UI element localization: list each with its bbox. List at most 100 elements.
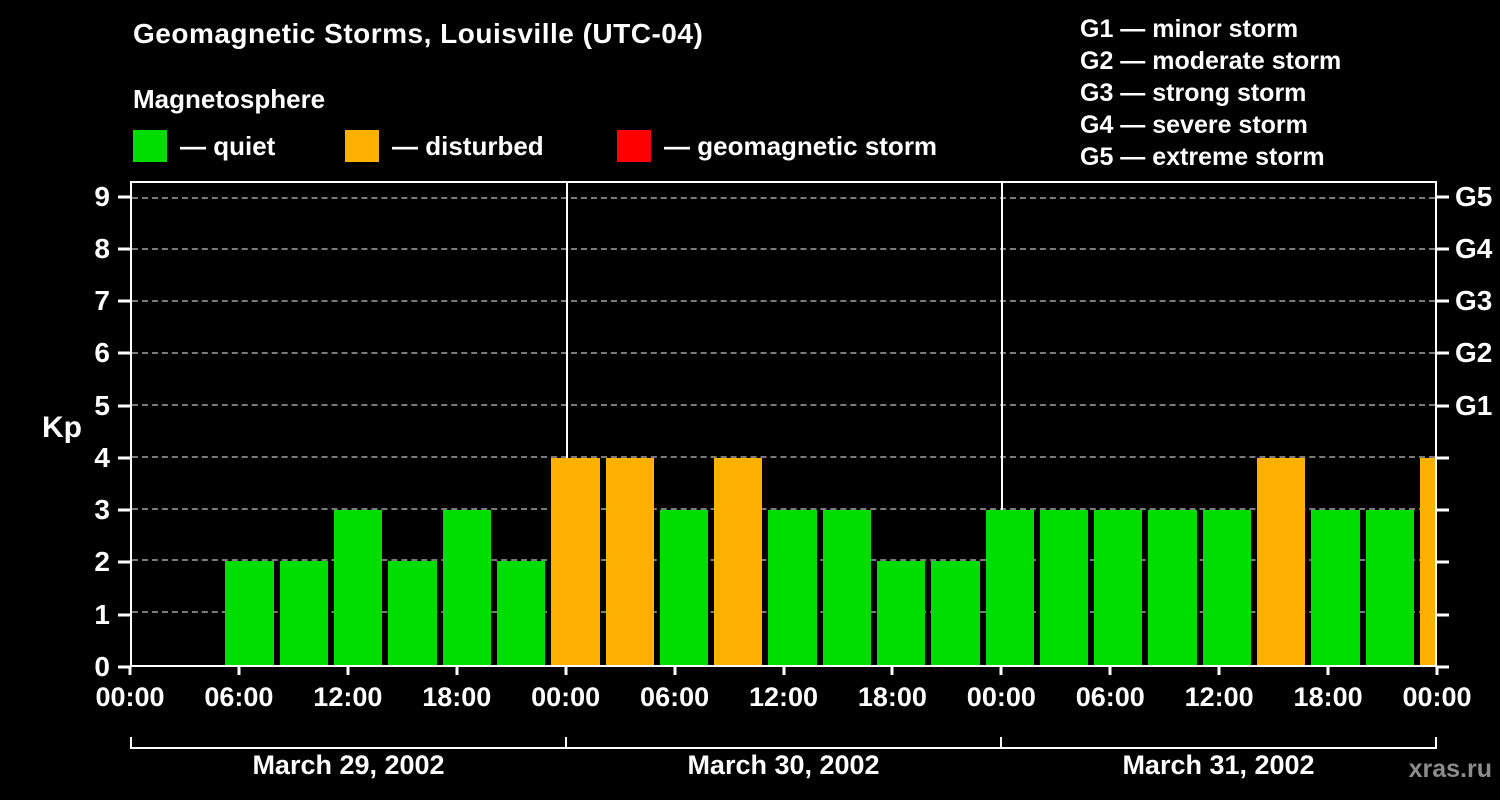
page-title: Geomagnetic Storms, Louisville (UTC-04) — [133, 18, 704, 49]
x-axis-label: 06:00 — [204, 682, 274, 712]
gridline-kp-3 — [132, 507, 1435, 510]
x-axis-tick — [564, 667, 568, 675]
g-axis-label: G2 — [1455, 337, 1493, 369]
g-axis-label: G5 — [1455, 180, 1493, 212]
plot-area — [130, 181, 1437, 667]
x-axis-tick — [673, 667, 677, 675]
g-scale-legend: G1 — minor storm G2 — moderate storm G3 — … — [1080, 13, 1341, 173]
watermark: xras.ru — [1408, 755, 1492, 783]
y-axis-label: 0 — [94, 651, 110, 682]
y-axis-tick-right — [1437, 560, 1449, 564]
kp-bar — [1365, 509, 1414, 665]
y-axis-tick-left — [118, 508, 130, 512]
y-axis-tick-right — [1437, 299, 1449, 303]
y-axis-tick-left — [118, 351, 130, 355]
kp-bar — [876, 561, 926, 665]
x-axis-tick — [890, 667, 894, 675]
kp-bar — [1148, 509, 1197, 665]
kp-bar — [225, 561, 274, 665]
gridline-kp-8 — [132, 248, 1435, 251]
x-axis-ticks — [128, 667, 1439, 677]
kp-bar — [496, 561, 546, 665]
day-segment: March 31, 2002 — [1000, 737, 1435, 780]
chart-area: Kp 0 1 2 3 4 5 6 7 8 9 G1 G2 G3 G4 G5 — [0, 180, 1500, 681]
storm-color-swatch — [617, 130, 651, 162]
x-axis-label: 06:00 — [640, 682, 710, 712]
y-axis-label: 8 — [94, 232, 110, 264]
x-axis-tick — [782, 667, 785, 675]
kp-bar — [659, 509, 709, 665]
kp-bar — [714, 457, 763, 665]
x-axis-tick — [1217, 667, 1221, 675]
g-axis-label: G4 — [1455, 232, 1493, 264]
x-axis-label: 12:00 — [313, 682, 383, 712]
x-axis-tick — [1435, 667, 1439, 675]
kp-bar — [605, 457, 654, 665]
y-axis-tick-left — [118, 404, 130, 408]
g-scale-legend-item: G5 — extreme storm — [1080, 143, 1325, 171]
gridline-kp-4 — [132, 455, 1435, 458]
day-label: March 29, 2002 — [252, 750, 445, 780]
y-axis-label: 5 — [94, 389, 110, 421]
x-axis-label: 00:00 — [1402, 682, 1472, 712]
y-axis-tick-right — [1437, 665, 1449, 669]
y-axis-label: 9 — [94, 180, 110, 212]
kp-bar — [1094, 509, 1143, 665]
x-axis-label: 06:00 — [1075, 682, 1145, 712]
g-scale-legend-item: G3 — strong storm — [1080, 79, 1307, 107]
y-axis-tick-right — [1437, 404, 1449, 408]
day-label: March 31, 2002 — [1122, 750, 1315, 780]
day-segment: March 29, 2002 — [130, 737, 565, 780]
x-axis-label: 00:00 — [95, 682, 165, 712]
y-axis-label: 6 — [94, 337, 110, 369]
g-scale-legend-item: G4 — severe storm — [1080, 111, 1308, 139]
x-axis-label: 18:00 — [857, 682, 927, 712]
day-boundary-line — [566, 183, 569, 665]
y-axis-label: 3 — [94, 494, 110, 526]
quiet-label: — quiet — [180, 130, 276, 161]
y-axis-tick-right — [1437, 613, 1449, 617]
x-axis-label: 00:00 — [531, 682, 601, 712]
y-axis-tick-left — [118, 560, 130, 564]
x-axis-label: 00:00 — [966, 682, 1036, 712]
magnetosphere-label: Magnetosphere — [133, 84, 326, 114]
x-axis-tick — [1108, 667, 1112, 675]
y-axis-label: 4 — [94, 441, 110, 473]
kp-bar — [931, 561, 980, 665]
gridline-kp-9 — [132, 196, 1435, 199]
x-axis-label: 12:00 — [1184, 682, 1254, 712]
y-axis-tick-left — [118, 665, 130, 669]
x-axis-tick — [237, 667, 241, 675]
kp-bar — [1311, 509, 1360, 665]
kp-bar — [1257, 457, 1306, 665]
x-axis-tick — [999, 667, 1003, 675]
gridline-kp-5 — [132, 403, 1435, 406]
kp-bar — [551, 457, 600, 665]
y-axis-tick-right — [1437, 456, 1449, 460]
kp-bar — [334, 509, 383, 665]
x-axis-tick — [346, 667, 350, 675]
g-axis-label: G1 — [1455, 389, 1493, 421]
x-axis-label: 18:00 — [1293, 682, 1363, 712]
date-axis: March 29, 2002 March 30, 2002 March 31, 20… — [130, 737, 1437, 780]
kp-bar — [279, 561, 329, 665]
g-scale-legend-item: G2 — moderate storm — [1080, 47, 1342, 75]
g-axis-label: G3 — [1455, 285, 1493, 317]
y-axis-tick-left — [118, 456, 130, 460]
quiet-color-swatch — [133, 130, 167, 162]
day-segment: March 30, 2002 — [565, 737, 1000, 780]
day-label: March 30, 2002 — [687, 750, 880, 780]
kp-bar — [442, 509, 491, 665]
y-axis-label: 2 — [94, 546, 110, 578]
y-axis-label: 1 — [94, 598, 110, 630]
legend-item-storm: — geomagnetic storm — [617, 130, 937, 162]
kp-bar — [1039, 509, 1089, 665]
gridline-kp-6 — [132, 352, 1435, 355]
kp-bar — [1419, 457, 1435, 665]
disturbed-label: — disturbed — [392, 130, 544, 161]
storm-label: — geomagnetic storm — [664, 130, 938, 161]
g-scale-legend-item: G1 — minor storm — [1080, 15, 1299, 43]
y-axis-tick-left — [118, 195, 130, 199]
disturbed-color-swatch — [345, 130, 379, 162]
x-axis-tick — [128, 667, 132, 675]
